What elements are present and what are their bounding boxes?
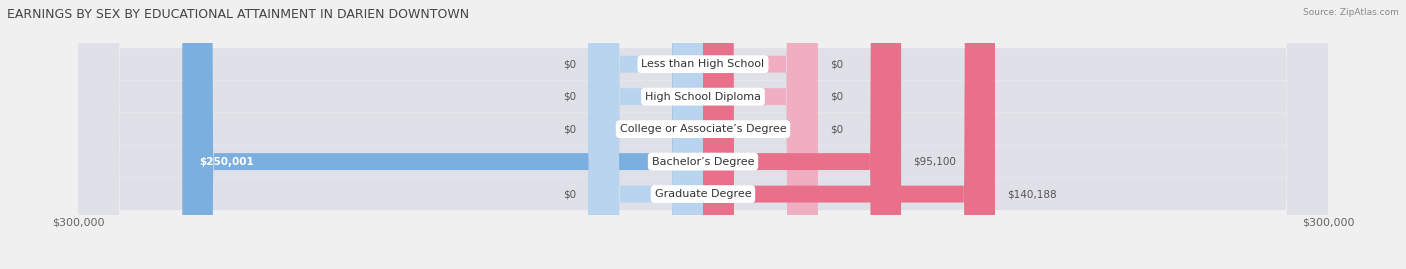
FancyBboxPatch shape — [589, 0, 703, 269]
Text: High School Diploma: High School Diploma — [645, 92, 761, 102]
FancyBboxPatch shape — [183, 0, 703, 269]
FancyBboxPatch shape — [703, 0, 817, 269]
Text: Less than High School: Less than High School — [641, 59, 765, 69]
Text: $0: $0 — [562, 59, 576, 69]
FancyBboxPatch shape — [79, 0, 1327, 269]
Text: $0: $0 — [830, 124, 844, 134]
Text: $0: $0 — [562, 124, 576, 134]
Text: $0: $0 — [562, 92, 576, 102]
FancyBboxPatch shape — [79, 0, 1327, 269]
Text: $0: $0 — [562, 189, 576, 199]
FancyBboxPatch shape — [79, 0, 1327, 269]
FancyBboxPatch shape — [703, 0, 817, 269]
Text: Bachelor’s Degree: Bachelor’s Degree — [652, 157, 754, 167]
Text: Graduate Degree: Graduate Degree — [655, 189, 751, 199]
FancyBboxPatch shape — [703, 0, 995, 269]
Text: $95,100: $95,100 — [914, 157, 956, 167]
FancyBboxPatch shape — [703, 0, 901, 269]
Text: $140,188: $140,188 — [1008, 189, 1057, 199]
Text: College or Associate’s Degree: College or Associate’s Degree — [620, 124, 786, 134]
FancyBboxPatch shape — [703, 0, 817, 269]
Text: Source: ZipAtlas.com: Source: ZipAtlas.com — [1303, 8, 1399, 17]
Legend: Male, Female: Male, Female — [643, 268, 763, 269]
Text: $0: $0 — [830, 59, 844, 69]
FancyBboxPatch shape — [589, 0, 703, 269]
Text: EARNINGS BY SEX BY EDUCATIONAL ATTAINMENT IN DARIEN DOWNTOWN: EARNINGS BY SEX BY EDUCATIONAL ATTAINMEN… — [7, 8, 470, 21]
Text: $0: $0 — [830, 92, 844, 102]
FancyBboxPatch shape — [589, 0, 703, 269]
Text: $250,001: $250,001 — [198, 157, 253, 167]
FancyBboxPatch shape — [79, 0, 1327, 269]
FancyBboxPatch shape — [79, 0, 1327, 269]
FancyBboxPatch shape — [589, 0, 703, 269]
